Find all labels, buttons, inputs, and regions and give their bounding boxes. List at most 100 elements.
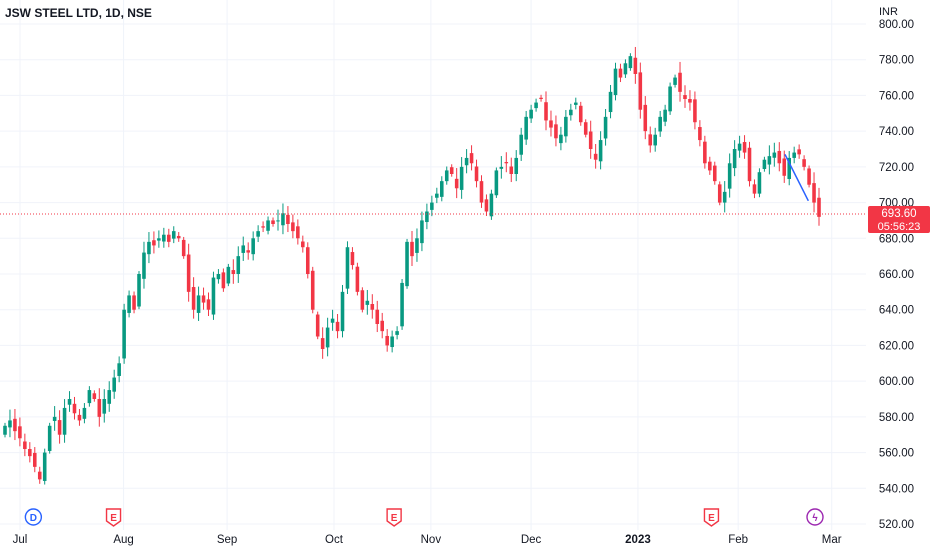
candle-body	[574, 102, 578, 105]
x-tick-label: Dec	[521, 534, 542, 546]
marker-label: ϟ	[812, 513, 818, 524]
candle-body	[762, 159, 767, 169]
candle-body	[127, 295, 131, 313]
candle-body	[340, 291, 345, 332]
y-tick-label: 520.00	[879, 519, 914, 531]
earnings-icon	[703, 508, 720, 527]
candle-body	[628, 56, 633, 69]
candle-body	[643, 104, 648, 132]
candle-body	[752, 184, 757, 194]
candle-body	[712, 165, 717, 182]
candle-body	[281, 213, 285, 226]
candle-body	[489, 193, 494, 217]
earnings-marker[interactable]: E	[386, 508, 402, 527]
candle-body	[524, 116, 528, 140]
candle-body	[742, 142, 747, 153]
earnings-marker[interactable]: E	[105, 508, 122, 527]
candle-body	[37, 471, 42, 480]
earnings-marker[interactable]: E	[703, 508, 720, 527]
x-tick-label: Mar	[822, 534, 842, 546]
earnings-icon	[105, 508, 122, 527]
dividend-marker[interactable]: D	[24, 508, 43, 526]
candle-body	[236, 256, 241, 274]
candle-body	[683, 95, 687, 99]
marker-label: D	[30, 513, 37, 524]
flash-marker[interactable]: ϟ	[806, 508, 824, 526]
candle-body	[703, 141, 707, 164]
candle-body	[777, 150, 782, 164]
candle-body	[435, 193, 439, 198]
candle-body	[226, 266, 231, 284]
earnings-icon	[386, 508, 402, 527]
candle-body	[534, 102, 538, 109]
marker-label: E	[708, 513, 715, 524]
candle-body	[47, 425, 52, 451]
x-tick-label: 2023	[625, 534, 651, 546]
candle-body	[122, 309, 126, 359]
candle-body	[370, 304, 375, 310]
candle-body	[241, 245, 246, 253]
candle-body	[420, 220, 424, 244]
y-tick-label: 680.00	[879, 233, 914, 245]
candle-body	[722, 191, 727, 203]
candle-body	[693, 99, 697, 123]
dividend-icon	[24, 508, 43, 526]
candle-body	[385, 335, 389, 346]
candle-body	[375, 309, 380, 324]
last-price-value: 693.60	[881, 208, 916, 220]
candle-body	[395, 331, 399, 335]
candle-body	[286, 214, 290, 224]
candle-body	[454, 178, 459, 189]
candle-body	[152, 240, 156, 246]
candle-body	[211, 277, 216, 315]
candle-body	[598, 140, 603, 162]
candle-body	[812, 183, 816, 203]
candle-body	[559, 134, 563, 144]
candle-body	[181, 239, 186, 257]
candle-body	[479, 181, 484, 203]
candle-body	[345, 247, 350, 289]
candle-body	[549, 120, 553, 128]
candle-body	[618, 68, 623, 78]
candle-body	[107, 390, 112, 404]
y-tick-label: 560.00	[879, 448, 914, 460]
candle-body	[509, 166, 514, 174]
candle-body	[186, 254, 191, 292]
y-tick-label: 620.00	[879, 340, 914, 352]
bar-countdown: 05:56:23	[878, 221, 921, 233]
candle-body	[400, 282, 404, 327]
candle-body	[191, 287, 196, 310]
candle-body	[782, 158, 787, 176]
candle-body	[82, 407, 87, 419]
candle-body	[583, 122, 588, 135]
candle-body	[3, 425, 7, 435]
y-tick-label: 760.00	[879, 90, 914, 102]
currency-label: INR	[879, 6, 898, 18]
x-tick-label: Feb	[728, 534, 748, 546]
candle-body	[737, 143, 742, 151]
candle-body	[663, 109, 667, 122]
candle-body	[499, 166, 504, 169]
candle-body	[42, 452, 47, 481]
candle-body	[529, 109, 533, 119]
candle-body	[112, 377, 116, 392]
candle-body	[792, 152, 796, 158]
candle-body	[554, 124, 558, 139]
candle-body	[698, 127, 702, 141]
candle-body	[157, 238, 161, 241]
price-tag-bg	[868, 206, 930, 233]
candle-body	[147, 241, 151, 255]
candle-body	[291, 222, 295, 232]
candle-body	[787, 157, 792, 179]
candle-body	[266, 220, 270, 231]
candle-body	[708, 161, 712, 171]
y-tick-label: 800.00	[879, 19, 914, 31]
candle-body	[117, 363, 121, 376]
trend-line[interactable]	[784, 154, 809, 202]
candle-body	[658, 116, 662, 132]
x-tick-label: Nov	[421, 534, 442, 546]
candle-body	[757, 172, 762, 194]
candle-body	[648, 134, 653, 146]
candle-body	[330, 318, 335, 323]
candle-body	[588, 131, 593, 149]
